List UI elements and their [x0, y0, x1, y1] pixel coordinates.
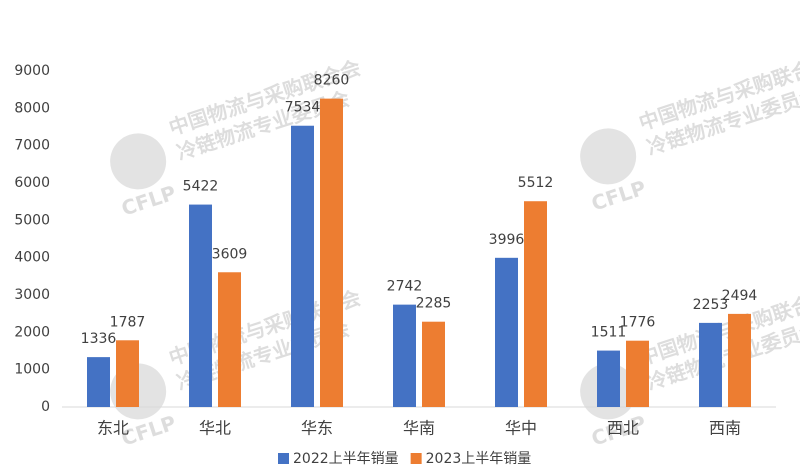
data-label: 5422	[183, 179, 219, 195]
legend-label: 2022上半年销量	[293, 451, 399, 467]
watermark-logo	[110, 133, 167, 190]
x-tick-label: 西南	[709, 419, 741, 438]
data-label: 2494	[722, 288, 758, 304]
data-label: 1336	[81, 331, 117, 347]
bar	[291, 125, 314, 408]
data-label: 7534	[285, 100, 321, 116]
data-label: 3609	[212, 246, 248, 262]
bar	[393, 304, 416, 407]
x-tick-label: 华东	[301, 419, 333, 438]
watermark-logo	[580, 128, 637, 185]
data-label: 3996	[489, 232, 525, 248]
data-label: 2285	[416, 296, 452, 312]
legend-label: 2023上半年销量	[426, 451, 532, 467]
y-tick-label: 1000	[14, 362, 50, 378]
bar	[422, 321, 445, 407]
y-tick-label: 4000	[14, 250, 50, 266]
y-tick-label: 6000	[14, 175, 50, 191]
bar	[320, 98, 343, 408]
bar	[495, 257, 518, 407]
x-tick-label: 华中	[505, 419, 537, 438]
y-tick-label: 7000	[14, 138, 50, 154]
data-label: 1787	[110, 314, 146, 330]
x-tick-label: 华南	[403, 419, 435, 438]
data-label: 2253	[693, 297, 729, 313]
y-tick-label: 5000	[14, 212, 50, 228]
bar	[524, 201, 547, 407]
y-tick-label: 0	[41, 399, 50, 415]
bar	[728, 313, 751, 407]
data-label: 1776	[620, 315, 656, 331]
legend-swatch	[278, 453, 289, 464]
y-tick-label: 9000	[14, 63, 50, 79]
data-label: 5512	[518, 175, 554, 191]
y-tick-label: 2000	[14, 324, 50, 340]
y-tick-label: 3000	[14, 287, 50, 303]
y-tick-label: 8000	[14, 100, 50, 116]
x-tick-label: 华北	[199, 419, 231, 438]
bar	[116, 340, 139, 407]
legend-swatch	[410, 453, 422, 464]
data-label: 2742	[387, 279, 423, 295]
bar	[218, 272, 241, 407]
data-label: 8260	[314, 73, 350, 89]
data-label: 1511	[591, 325, 627, 341]
x-tick-label: 东北	[97, 419, 129, 438]
bar	[699, 322, 722, 407]
bar	[597, 350, 620, 407]
bar	[626, 340, 649, 407]
x-tick-label: 西北	[607, 419, 639, 438]
bar	[189, 204, 212, 407]
bar	[87, 357, 110, 407]
